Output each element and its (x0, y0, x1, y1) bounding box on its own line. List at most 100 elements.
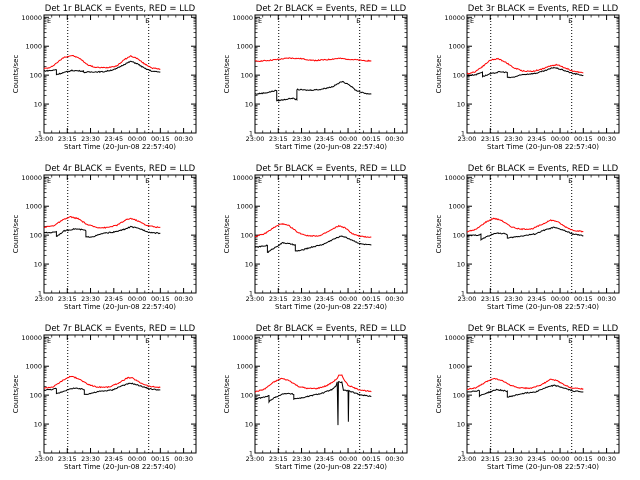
series-lld-red (254, 57, 372, 63)
x-tick-label: 23:00 (35, 455, 54, 463)
marker-e-left: E (47, 337, 51, 345)
x-tick-label: 23:00 (246, 135, 265, 143)
plot-frame (254, 174, 408, 294)
x-axis-label: Start Time (20-Jun-08 22:57:40) (487, 463, 599, 471)
x-tick-label: 23:15 (269, 455, 288, 463)
x-tick-label: 00:00 (128, 455, 147, 463)
series-lld-red (466, 377, 584, 391)
marker-e-left: E (470, 17, 474, 25)
marker-e-right: E (145, 17, 149, 25)
x-tick-label: 23:15 (481, 455, 500, 463)
x-axis-label: Start Time (20-Jun-08 22:57:40) (64, 463, 176, 471)
series-lld-red (43, 375, 161, 389)
marker-e-right: E (568, 177, 572, 185)
x-axis-label: Start Time (20-Jun-08 22:57:40) (275, 463, 387, 471)
y-tick-label: 10000 (21, 14, 42, 22)
y-tick-label: 10000 (444, 14, 465, 22)
series-events-black (254, 381, 372, 426)
y-axis-label: Counts/sec (12, 55, 20, 94)
x-tick-label: 00:30 (385, 295, 404, 303)
y-tick-label: 1000 (25, 43, 42, 51)
y-tick-label: 10 (245, 101, 253, 109)
x-tick-label: 23:00 (246, 295, 265, 303)
y-tick-label: 10 (457, 101, 465, 109)
series-events-black (254, 80, 372, 102)
x-tick-label: 00:30 (597, 295, 616, 303)
plot-frame (254, 14, 408, 134)
x-tick-label: 23:30 (504, 295, 523, 303)
y-tick-label: 100 (453, 232, 465, 240)
x-tick-label: 23:45 (527, 295, 546, 303)
panel-title: Det 6r BLACK = Events, RED = LLD (468, 164, 619, 174)
series-lld-red (254, 222, 372, 238)
x-tick-label: 23:45 (315, 455, 334, 463)
series-events-black (43, 225, 161, 238)
y-tick-label: 1000 (236, 363, 253, 371)
x-tick-label: 23:45 (315, 135, 334, 143)
y-tick-label: 10 (457, 261, 465, 269)
x-tick-label: 23:15 (58, 135, 77, 143)
x-axis-label: Start Time (20-Jun-08 22:57:40) (64, 143, 176, 151)
x-tick-label: 23:15 (269, 295, 288, 303)
x-tick-label: 00:15 (362, 135, 381, 143)
x-axis-label: Start Time (20-Jun-08 22:57:40) (487, 143, 599, 151)
panel-4: Det 4r BLACK = Events, RED = LLD 1 10 100 10… (12, 164, 197, 311)
marker-e-left: E (470, 337, 474, 345)
plot-frame (254, 334, 408, 454)
y-tick-label: 1 (38, 450, 42, 458)
marker-e-left: E (470, 177, 474, 185)
marker-e-right: E (145, 337, 149, 345)
panel-title: Det 3r BLACK = Events, RED = LLD (468, 4, 619, 14)
marker-e-right: E (145, 177, 149, 185)
y-tick-label: 10000 (21, 334, 42, 342)
x-tick-label: 23:15 (269, 135, 288, 143)
y-tick-label: 1000 (236, 203, 253, 211)
y-tick-label: 1 (461, 290, 465, 298)
x-tick-label: 23:15 (58, 455, 77, 463)
y-tick-label: 10000 (444, 334, 465, 342)
marker-e-left: E (258, 337, 262, 345)
x-tick-label: 00:00 (128, 135, 147, 143)
x-tick-label: 00:00 (339, 295, 358, 303)
y-tick-label: 100 (241, 392, 253, 400)
y-tick-label: 1 (38, 130, 42, 138)
x-axis-label: Start Time (20-Jun-08 22:57:40) (487, 303, 599, 311)
y-tick-label: 100 (241, 72, 253, 80)
x-axis-label: Start Time (20-Jun-08 22:57:40) (275, 303, 387, 311)
marker-e-right: E (356, 177, 360, 185)
x-tick-label: 23:15 (58, 295, 77, 303)
x-tick-label: 00:00 (551, 135, 570, 143)
marker-e-right: E (356, 337, 360, 345)
x-axis-label: Start Time (20-Jun-08 22:57:40) (275, 143, 387, 151)
x-tick-label: 23:45 (527, 135, 546, 143)
y-tick-label: 1000 (25, 203, 42, 211)
x-tick-label: 00:15 (574, 455, 593, 463)
y-axis-label: Counts/sec (435, 55, 443, 94)
y-tick-label: 1 (461, 130, 465, 138)
series-lld-red (43, 54, 161, 70)
panel-title: Det 9r BLACK = Events, RED = LLD (468, 324, 619, 334)
y-tick-label: 10000 (21, 174, 42, 182)
x-tick-label: 00:15 (151, 455, 170, 463)
panel-title: Det 8r BLACK = Events, RED = LLD (256, 324, 407, 334)
y-axis-label: Counts/sec (223, 215, 231, 254)
marker-e-right: E (568, 337, 572, 345)
y-tick-label: 10000 (444, 174, 465, 182)
y-tick-label: 10 (245, 421, 253, 429)
x-tick-label: 23:30 (292, 295, 311, 303)
x-tick-label: 23:00 (458, 135, 477, 143)
x-tick-label: 23:00 (458, 455, 477, 463)
y-axis-label: Counts/sec (223, 55, 231, 94)
x-tick-label: 00:00 (339, 135, 358, 143)
x-tick-label: 23:30 (292, 455, 311, 463)
series-lld-red (466, 57, 584, 75)
y-axis-label: Counts/sec (223, 375, 231, 414)
panel-5: Det 5r BLACK = Events, RED = LLD 1 10 100 10… (223, 164, 408, 311)
x-tick-label: 00:30 (174, 455, 193, 463)
y-tick-label: 10 (34, 421, 42, 429)
panel-title: Det 7r BLACK = Events, RED = LLD (45, 324, 196, 334)
y-tick-label: 10000 (232, 334, 253, 342)
y-tick-label: 1 (249, 130, 253, 138)
y-tick-label: 10 (34, 101, 42, 109)
series-events-black (43, 60, 161, 76)
